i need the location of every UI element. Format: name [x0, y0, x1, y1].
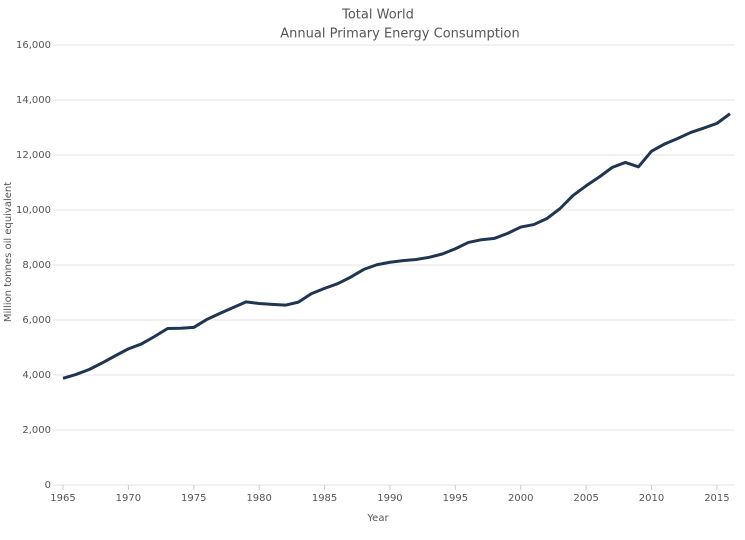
- y-tick-label: 12,000: [16, 150, 51, 161]
- y-tick-label: 4,000: [22, 370, 51, 381]
- x-tick-label: 2010: [639, 493, 664, 504]
- y-tick-label: 2,000: [22, 425, 51, 436]
- x-tick-label: 1970: [116, 493, 141, 504]
- x-tick-label: 1990: [377, 493, 402, 504]
- y-tick-label: 8,000: [22, 260, 51, 271]
- y-tick-label: 16,000: [16, 40, 51, 51]
- y-tick-label: 0: [45, 480, 51, 491]
- x-tick-label: 1975: [181, 493, 206, 504]
- x-axis-label: Year: [366, 513, 389, 524]
- y-tick-label: 6,000: [22, 315, 51, 326]
- y-tick-label: 10,000: [16, 205, 51, 216]
- y-axis-label: Million tonnes oil equivalent: [3, 182, 14, 322]
- x-tick-label: 2000: [508, 493, 533, 504]
- x-tick-label: 2015: [704, 493, 729, 504]
- x-tick-label: 1995: [443, 493, 468, 504]
- x-tick-label: 1980: [246, 493, 271, 504]
- x-tick-label: 1985: [312, 493, 337, 504]
- chart-title: Total World: [341, 8, 414, 23]
- y-tick-label: 14,000: [16, 95, 51, 106]
- x-tick-label: 1965: [50, 493, 75, 504]
- x-tick-label: 2005: [573, 493, 598, 504]
- line: [62, 112, 731, 380]
- chart-subtitle: Annual Primary Energy Consumption: [280, 27, 519, 42]
